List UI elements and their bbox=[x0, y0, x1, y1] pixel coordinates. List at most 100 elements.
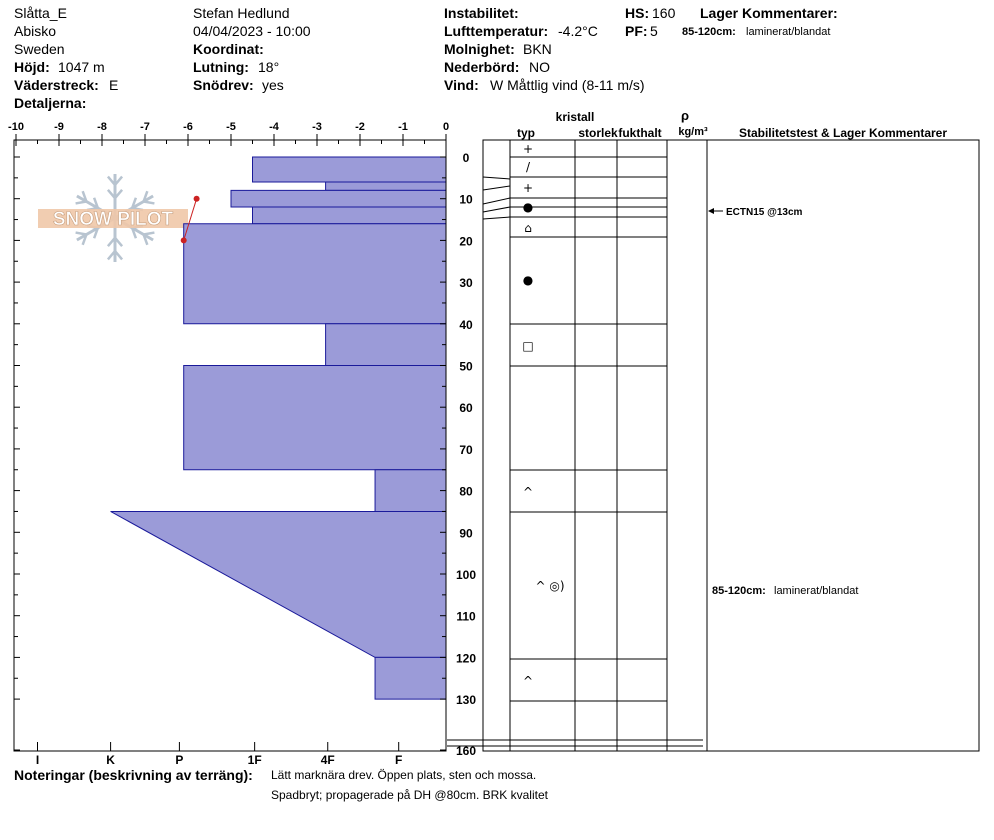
hardness-layer bbox=[325, 323, 447, 366]
logo-snowflake-branch bbox=[81, 234, 88, 246]
logo-snowflake-branch bbox=[142, 234, 149, 246]
hardness-tick-label: 4F bbox=[321, 753, 335, 767]
stability-arrow-head bbox=[708, 208, 714, 214]
notes-line-2: Spadbryt; propagerade på DH @80cm. BRK k… bbox=[271, 788, 548, 802]
table-frame bbox=[482, 139, 980, 752]
logo-snowflake-branch bbox=[143, 200, 155, 205]
snowdrift-label: Snödrev: bbox=[193, 77, 254, 93]
logo-snowflake-branch bbox=[81, 190, 88, 202]
depth-tick-label: 90 bbox=[459, 526, 473, 540]
temperature-line bbox=[183, 198, 198, 241]
temperature-tick-label: -5 bbox=[226, 121, 236, 133]
site-name: Slåtta_E bbox=[14, 5, 67, 21]
layer-connector bbox=[482, 206, 511, 213]
hardness-layer bbox=[183, 365, 447, 471]
logo-snowflake-branch bbox=[142, 190, 149, 202]
snow-pilot-logo: SNOW PILOT bbox=[38, 174, 188, 262]
precip-label: Nederbörd: bbox=[444, 59, 520, 75]
depth-tick-label: 50 bbox=[459, 360, 473, 374]
hardness-tick-label: K bbox=[106, 753, 115, 767]
header-stability: Stabilitetstest & Lager Kommentarer bbox=[739, 126, 947, 140]
hardness-layer bbox=[325, 181, 447, 191]
logo-snowflake-branch bbox=[106, 250, 116, 261]
elevation-label: Höjd: bbox=[14, 59, 50, 75]
grain-form-symbol: + bbox=[523, 181, 533, 195]
logo-snowflake-branch bbox=[92, 227, 100, 239]
header-rho: ρ bbox=[681, 108, 689, 123]
hardness-layer bbox=[374, 656, 447, 700]
hardness-layers bbox=[110, 156, 447, 700]
notes-label: Noteringar (beskrivning av terräng): bbox=[14, 767, 253, 783]
layer-connector bbox=[482, 176, 511, 180]
layer-connector bbox=[482, 197, 511, 205]
header-moisture: fukthalt bbox=[618, 126, 661, 140]
header-density-unit: kg/m³ bbox=[678, 126, 708, 138]
temperature-tick-label: -6 bbox=[183, 121, 193, 133]
hardness-layer bbox=[374, 469, 447, 512]
hardness-tick-label: 1F bbox=[248, 753, 262, 767]
slope-value: 18° bbox=[258, 59, 280, 75]
temperature-tick-label: -1 bbox=[398, 121, 408, 133]
hardness-layer bbox=[252, 156, 447, 183]
hardness-layer bbox=[230, 189, 447, 208]
grain-form-symbol: + bbox=[523, 142, 533, 156]
hardness-tick-label: F bbox=[395, 753, 402, 767]
header-size: storlek bbox=[578, 126, 618, 140]
slope-label: Lutning: bbox=[193, 59, 249, 75]
temperature-profile bbox=[180, 195, 200, 244]
depth-tick-label: 30 bbox=[459, 276, 473, 290]
airtemp-value: -4.2°C bbox=[558, 23, 598, 39]
hs-label: HS: bbox=[625, 5, 650, 21]
layer-connector bbox=[482, 185, 511, 191]
location: Abisko bbox=[14, 23, 57, 39]
temperature-point bbox=[180, 237, 187, 244]
elevation-value: 1047 m bbox=[58, 59, 105, 75]
depth-tick-label: 20 bbox=[459, 234, 473, 248]
country: Sweden bbox=[14, 41, 65, 57]
details-label: Detaljerna: bbox=[14, 95, 87, 111]
temperature-tick-label: -10 bbox=[8, 121, 24, 133]
depth-tick-label: 120 bbox=[456, 651, 476, 665]
layer-table: kristall typ storlek fukthalt ρ kg/m³ Stabilit… bbox=[447, 108, 980, 752]
grain-form-symbol: ⌂ bbox=[524, 221, 532, 235]
depth-tick-label: 130 bbox=[456, 693, 476, 707]
temperature-tick-label: -9 bbox=[54, 121, 64, 133]
layer-comment-range: 85-120cm: bbox=[712, 585, 766, 597]
pf-value: 5 bbox=[650, 23, 658, 39]
depth-tick-label: 100 bbox=[456, 568, 476, 582]
depth-tick-label: 80 bbox=[459, 485, 473, 499]
grain-form-symbol: ● bbox=[523, 273, 533, 287]
depth-tick-label: 60 bbox=[459, 401, 473, 415]
notes-line-1: Lätt marknära drev. Öppen plats, sten oc… bbox=[271, 768, 537, 782]
logo-snowflake-branch bbox=[114, 236, 124, 248]
layer-comment-text: laminerat/blandat bbox=[774, 585, 858, 597]
logo-snowflake-branch bbox=[130, 197, 138, 209]
hardness-tick-label: P bbox=[175, 753, 183, 767]
temperature-tick-label: -2 bbox=[355, 121, 365, 133]
datetime: 04/04/2023 - 10:00 bbox=[193, 23, 311, 39]
grain-form-symbol: ● bbox=[523, 200, 533, 214]
logo-snowflake-branch bbox=[106, 175, 116, 186]
depth-tick-label: 10 bbox=[459, 193, 473, 207]
hardness-tick-label: I bbox=[36, 753, 39, 767]
grain-form-symbol: / bbox=[526, 160, 531, 174]
temperature-tick-label: -8 bbox=[97, 121, 107, 133]
wind-label: Vind: bbox=[444, 77, 479, 93]
hardness-layer bbox=[110, 510, 447, 658]
temperature-tick-label: -7 bbox=[140, 121, 150, 133]
depth-tick-label: 0 bbox=[463, 151, 470, 165]
temperature-point bbox=[193, 195, 200, 202]
depth-tick-label: 160 bbox=[456, 744, 476, 758]
aspect-label: Väderstreck: bbox=[14, 77, 99, 93]
logo-snowflake-branch bbox=[143, 231, 155, 236]
header-layer-comment-range: 85-120cm: bbox=[682, 26, 736, 38]
wind-value: W Måttlig vind (8-11 m/s) bbox=[490, 77, 645, 93]
hs-value: 160 bbox=[652, 5, 676, 21]
cloud-value: BKN bbox=[523, 41, 552, 57]
grain-form-symbol: ^ bbox=[523, 674, 533, 688]
logo-snowflake-branch bbox=[114, 250, 124, 261]
logo-text: SNOW PILOT bbox=[53, 209, 174, 230]
depth-tick-label: 110 bbox=[456, 610, 476, 624]
logo-snowflake-branch bbox=[114, 175, 124, 186]
